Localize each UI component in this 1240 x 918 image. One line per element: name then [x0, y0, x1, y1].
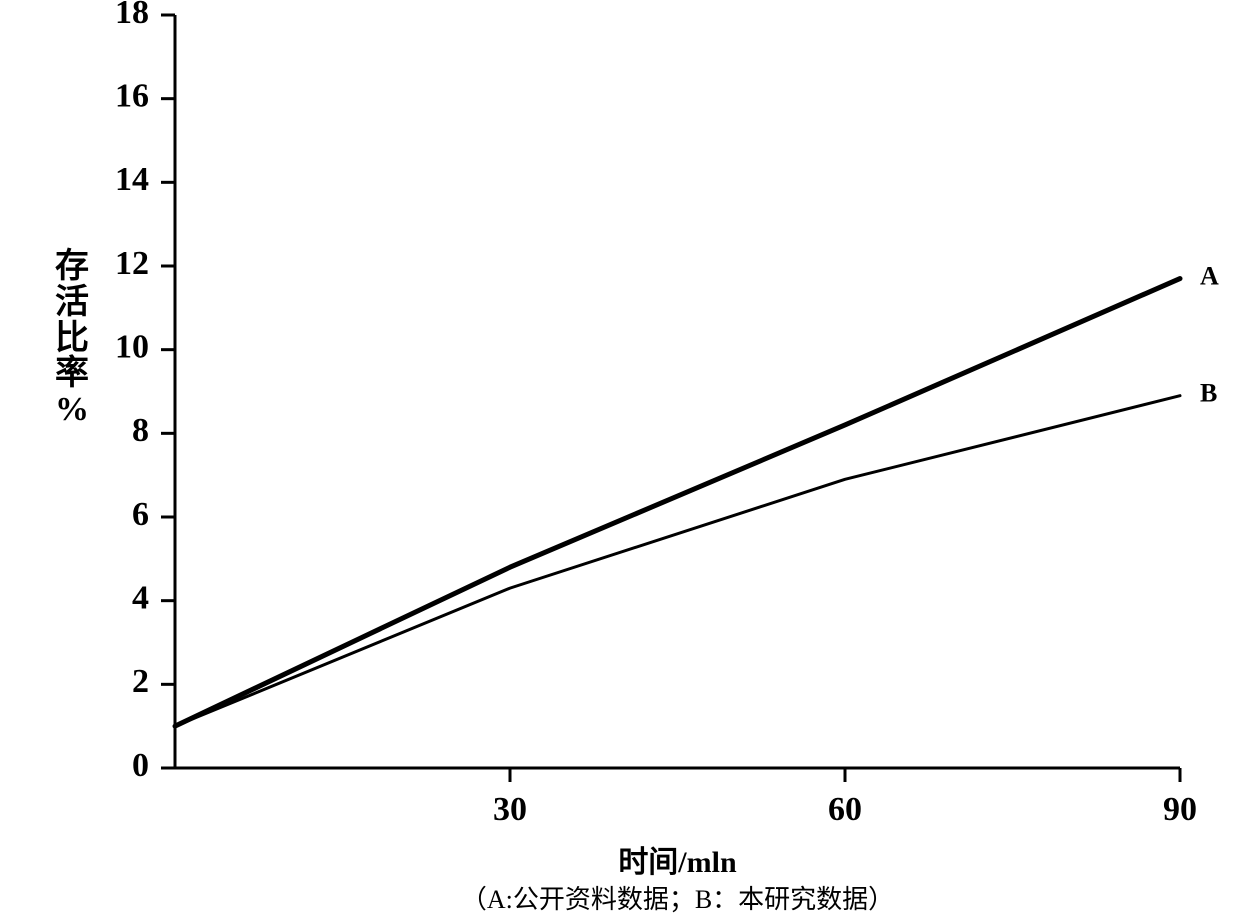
y-tick-label: 12: [115, 245, 149, 282]
line-chart: 0 2 4 6 8 10 12 14 16 18 30 60 90 A B 时间/mln （A:公开资料数据；B…: [0, 0, 1240, 918]
series-label-A: A: [1200, 262, 1219, 291]
x-tick-label: 90: [1163, 791, 1197, 828]
y-tick-label: 8: [132, 412, 149, 449]
chart-container: 0 2 4 6 8 10 12 14 16 18 30 60 90 A B 时间/mln （A:公开资料数据；B…: [0, 0, 1240, 918]
x-axis-label: 时间/mln: [618, 846, 737, 879]
y-tick-label: 6: [132, 496, 149, 533]
y-tick-label: 0: [132, 747, 149, 784]
y-tick-label: 18: [115, 0, 149, 31]
series-label-B: B: [1200, 379, 1217, 408]
y-tick-label: 2: [132, 663, 149, 700]
chart-bg: [0, 0, 1240, 918]
y-tick-label: 10: [115, 328, 149, 365]
x-tick-label: 30: [493, 791, 527, 828]
chart-caption: （A:公开资料数据；B：本研究数据）: [461, 885, 894, 914]
x-tick-label: 60: [828, 791, 862, 828]
y-axis-label-vertical: 存活比率%: [55, 249, 89, 427]
y-tick-label: 14: [115, 161, 149, 198]
y-tick-label: 4: [132, 579, 149, 616]
y-tick-label: 16: [115, 77, 149, 114]
